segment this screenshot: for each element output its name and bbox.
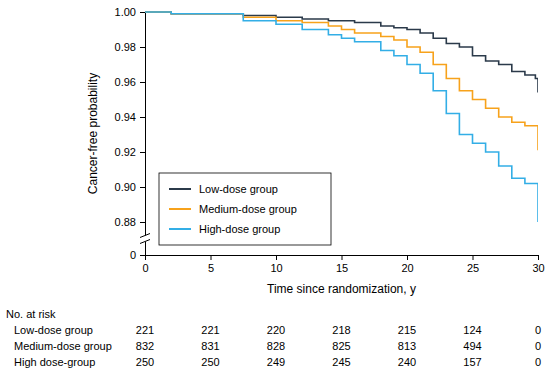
axis-break-mark: [140, 240, 150, 244]
legend: Low-dose group Medium-dose group High-dose…: [159, 173, 331, 245]
y-tick: 0.92: [115, 146, 145, 158]
x-tick: 20: [401, 255, 413, 274]
x-tick-mark: [473, 255, 474, 260]
series-line: [145, 12, 538, 93]
at-risk-title: No. at risk: [6, 308, 56, 320]
x-tick-label: 5: [208, 262, 214, 274]
at-risk-value: 245: [332, 356, 350, 368]
x-tick-label: 15: [336, 262, 348, 274]
y-tick-mark: [140, 12, 145, 13]
at-risk-value: 0: [535, 324, 541, 336]
x-tick-mark: [211, 255, 212, 260]
at-risk-row-label: Low-dose group: [14, 324, 93, 336]
y-tick: 0.94: [115, 111, 145, 123]
legend-swatch: [169, 228, 191, 230]
legend-swatch: [169, 208, 191, 210]
y-tick: 0.90: [115, 181, 145, 193]
y-tick-mark: [140, 47, 145, 48]
series-line: [145, 12, 538, 222]
chart: 0 5 10 15 20 25 30 0 0.88 0.90 0.92 0.94 0.96 0.98 1.0…: [0, 0, 554, 372]
at-risk-table: No. at risk Low-dose group 221 221 220 218 215…: [6, 308, 541, 368]
y-tick-label: 0.94: [115, 111, 136, 123]
x-tick: 30: [532, 255, 544, 274]
y-tick: 0.98: [115, 41, 145, 53]
at-risk-value: 218: [332, 324, 350, 336]
x-tick-label: 10: [270, 262, 282, 274]
y-axis: 0 0.88 0.90 0.92 0.94 0.96 0.98 1.00: [115, 6, 146, 261]
y-tick-label: 0.96: [115, 76, 136, 88]
x-tick-label: 0: [142, 262, 148, 274]
at-risk-value: 124: [463, 324, 481, 336]
y-tick-mark: [140, 187, 145, 188]
y-axis-title: Cancer-free probability: [86, 73, 100, 194]
at-risk-value: 249: [267, 356, 285, 368]
x-tick: 5: [208, 255, 214, 274]
x-tick-mark: [276, 255, 277, 260]
x-tick: 25: [467, 255, 479, 274]
y-tick: 0: [130, 249, 145, 261]
at-risk-value: 0: [535, 356, 541, 368]
at-risk-value: 828: [267, 340, 285, 352]
y-tick-label: 0.90: [115, 181, 136, 193]
at-risk-value: 825: [332, 340, 350, 352]
x-tick-mark: [407, 255, 408, 260]
x-axis-line: [146, 256, 539, 261]
x-tick-label: 30: [532, 262, 544, 274]
at-risk-value: 494: [463, 340, 481, 352]
at-risk-value: 240: [398, 356, 416, 368]
at-risk-value: 832: [136, 340, 154, 352]
at-risk-value: 220: [267, 324, 285, 336]
x-tick: 10: [270, 255, 282, 274]
y-axis-line: [140, 13, 146, 256]
y-tick-label: 0.88: [115, 216, 136, 228]
y-tick-label: 1.00: [115, 6, 136, 18]
y-tick-mark: [140, 82, 145, 83]
legend-label: Low-dose group: [199, 183, 278, 195]
legend-label: Medium-dose group: [199, 203, 297, 215]
at-risk-value: 215: [398, 324, 416, 336]
legend-box: [159, 173, 331, 245]
at-risk-row-label: Medium-dose group: [14, 340, 112, 352]
y-tick-label: 0: [130, 249, 136, 261]
x-tick-label: 25: [467, 262, 479, 274]
y-tick-mark: [140, 222, 145, 223]
legend-swatch: [169, 188, 191, 190]
at-risk-row-label: High dose-group: [14, 356, 95, 368]
x-tick-label: 20: [401, 262, 413, 274]
legend-label: High-dose group: [199, 223, 280, 235]
at-risk-value: 250: [201, 356, 219, 368]
y-tick: 1.00: [115, 6, 145, 18]
y-tick: 0.96: [115, 76, 145, 88]
y-tick-mark: [140, 152, 145, 153]
x-tick-mark: [538, 255, 539, 260]
y-tick-mark: [140, 255, 145, 256]
at-risk-value: 831: [201, 340, 219, 352]
axis-break: [140, 234, 150, 244]
x-tick-mark: [342, 255, 343, 260]
y-tick-label: 0.92: [115, 146, 136, 158]
series-line: [145, 12, 538, 150]
x-tick: 0: [142, 255, 148, 274]
y-tick-label: 0.98: [115, 41, 136, 53]
at-risk-value: 0: [535, 340, 541, 352]
x-axis: 0 5 10 15 20 25 30: [142, 255, 544, 274]
at-risk-value: 250: [136, 356, 154, 368]
y-tick-mark: [140, 117, 145, 118]
at-risk-value: 221: [136, 324, 154, 336]
plot-area: [145, 12, 538, 222]
y-tick: 0.88: [115, 216, 145, 228]
x-axis-title: Time since randomization, y: [267, 282, 416, 296]
at-risk-value: 813: [398, 340, 416, 352]
at-risk-value: 221: [201, 324, 219, 336]
at-risk-value: 157: [463, 356, 481, 368]
x-tick: 15: [336, 255, 348, 274]
axis-break-mark: [140, 234, 150, 238]
